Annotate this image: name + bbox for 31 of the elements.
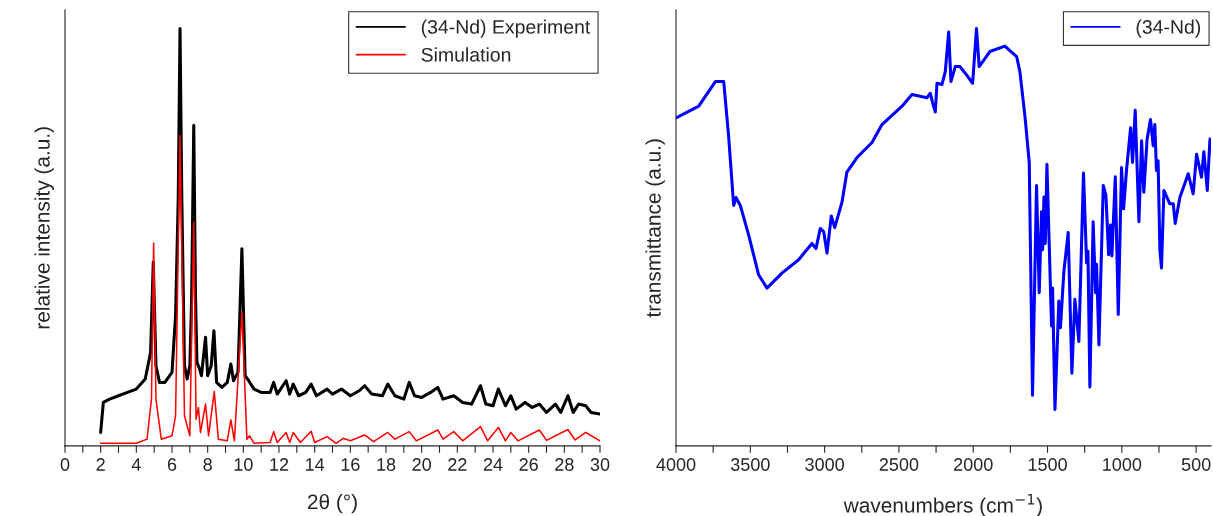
x-tick-label: 1000 (1103, 458, 1142, 471)
x-tick-label: 20 (412, 458, 431, 471)
x-tick-label: 500 (1181, 458, 1211, 471)
x-tick-label: 22 (448, 458, 467, 471)
x-tick-label: 6 (167, 458, 177, 471)
legend-label: Simulation (421, 47, 511, 62)
x-tick-label: 12 (270, 458, 289, 471)
x-tick-label: 3000 (805, 458, 844, 471)
x-tick-label: 0 (60, 458, 70, 471)
x-tick-label: 4 (131, 458, 141, 471)
x-tick-label: 30 (590, 458, 610, 471)
x-tick-label: 18 (377, 458, 396, 471)
x-tick-label: 3500 (730, 458, 770, 471)
x-tick-label: 16 (341, 458, 360, 471)
x-tick-label: 2 (96, 458, 105, 471)
x-tick-label: 10 (234, 458, 253, 471)
y-axis-title: transmittance (a.u.) (645, 139, 665, 318)
legend-label: (34-Nd) (1136, 19, 1201, 38)
x-tick-label: 28 (555, 458, 574, 471)
legend-label: (34-Nd) Experiment (421, 19, 591, 38)
x-tick-label: 2500 (879, 458, 919, 471)
x-tick-label: 26 (519, 458, 538, 471)
x-tick-label: 2000 (954, 458, 993, 471)
x-tick-label: 1500 (1028, 458, 1067, 471)
x-tick-label: 8 (203, 458, 212, 471)
x-tick-label: 14 (306, 458, 325, 471)
x-tick-label: 24 (483, 458, 503, 471)
y-axis-title: relative intensity (a.u.) (34, 127, 54, 329)
x-tick-label: 4000 (656, 458, 696, 471)
x-axis-title: wavenumbers (cm$^{−1}$) (843, 493, 1042, 516)
x-axis-title: 2θ (°) (307, 493, 357, 514)
